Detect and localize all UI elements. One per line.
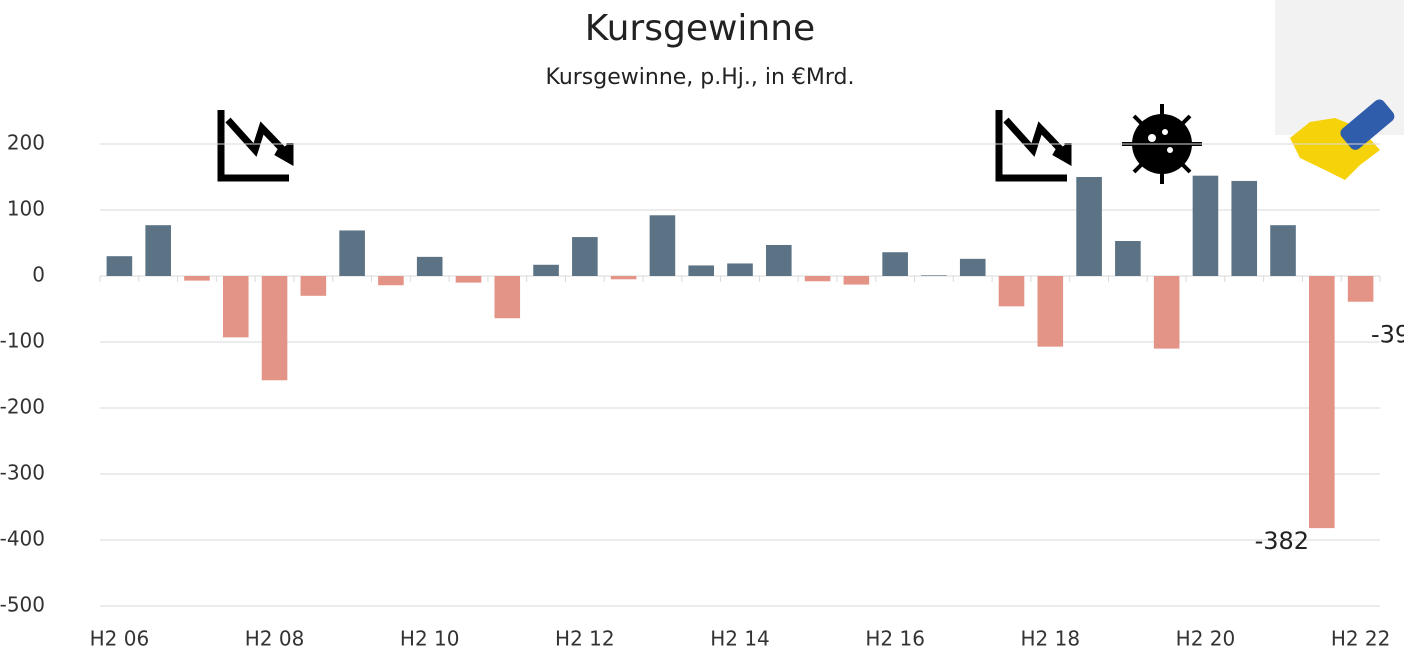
data-label: -382 bbox=[1255, 527, 1309, 555]
bar bbox=[378, 276, 404, 286]
bar bbox=[882, 252, 908, 276]
ukraine-icon bbox=[1290, 99, 1395, 180]
bar bbox=[1347, 276, 1374, 302]
bar bbox=[1270, 225, 1296, 276]
bar bbox=[300, 276, 327, 296]
bar bbox=[998, 276, 1025, 307]
data-label: -39 bbox=[1371, 321, 1404, 349]
bar bbox=[184, 276, 210, 281]
bar bbox=[765, 244, 792, 276]
crash-icon bbox=[995, 110, 1072, 182]
bar bbox=[339, 230, 365, 276]
bar bbox=[1153, 276, 1180, 349]
bar bbox=[959, 258, 986, 276]
bar bbox=[416, 256, 443, 276]
x-tick-label: H2 20 bbox=[1176, 627, 1236, 651]
x-tick-label: H2 14 bbox=[710, 627, 770, 651]
bar bbox=[610, 276, 637, 280]
bar bbox=[494, 276, 521, 319]
bar bbox=[455, 276, 482, 283]
crash-icon bbox=[217, 110, 294, 182]
bar bbox=[106, 256, 133, 276]
x-tick-label: H2 18 bbox=[1021, 627, 1081, 651]
bar bbox=[921, 275, 947, 276]
bar bbox=[533, 264, 559, 276]
bar bbox=[572, 237, 598, 276]
bar bbox=[843, 276, 870, 285]
bar bbox=[727, 263, 753, 276]
bar bbox=[1192, 175, 1219, 276]
x-tick-label: H2 06 bbox=[90, 627, 150, 651]
y-tick-label: -400 bbox=[0, 527, 45, 551]
bar bbox=[145, 225, 171, 276]
y-tick-label: 0 bbox=[32, 263, 45, 287]
bar bbox=[649, 215, 676, 276]
bar bbox=[804, 276, 831, 282]
bar bbox=[1115, 241, 1141, 276]
x-tick-label: H2 10 bbox=[400, 627, 460, 651]
bar bbox=[1037, 276, 1064, 347]
y-tick-label: 200 bbox=[7, 131, 45, 155]
x-tick-label: H2 16 bbox=[865, 627, 925, 651]
x-tick-label: H2 12 bbox=[555, 627, 615, 651]
bar bbox=[261, 276, 288, 381]
y-tick-label: 100 bbox=[7, 197, 45, 221]
chart-title: Kursgewinne bbox=[585, 8, 815, 49]
y-tick-label: -500 bbox=[0, 593, 45, 617]
bar bbox=[1076, 177, 1102, 276]
x-tick-label: H2 22 bbox=[1331, 627, 1391, 651]
y-tick-label: -300 bbox=[0, 461, 45, 485]
chart-subtitle: Kursgewinne, p.Hj., in €Mrd. bbox=[545, 65, 854, 90]
x-tick-label: H2 08 bbox=[245, 627, 305, 651]
bar bbox=[1309, 276, 1335, 529]
y-tick-label: -100 bbox=[0, 329, 45, 353]
bar bbox=[688, 265, 715, 276]
bar bbox=[222, 276, 249, 338]
y-tick-label: -200 bbox=[0, 395, 45, 419]
bar bbox=[1231, 180, 1258, 276]
